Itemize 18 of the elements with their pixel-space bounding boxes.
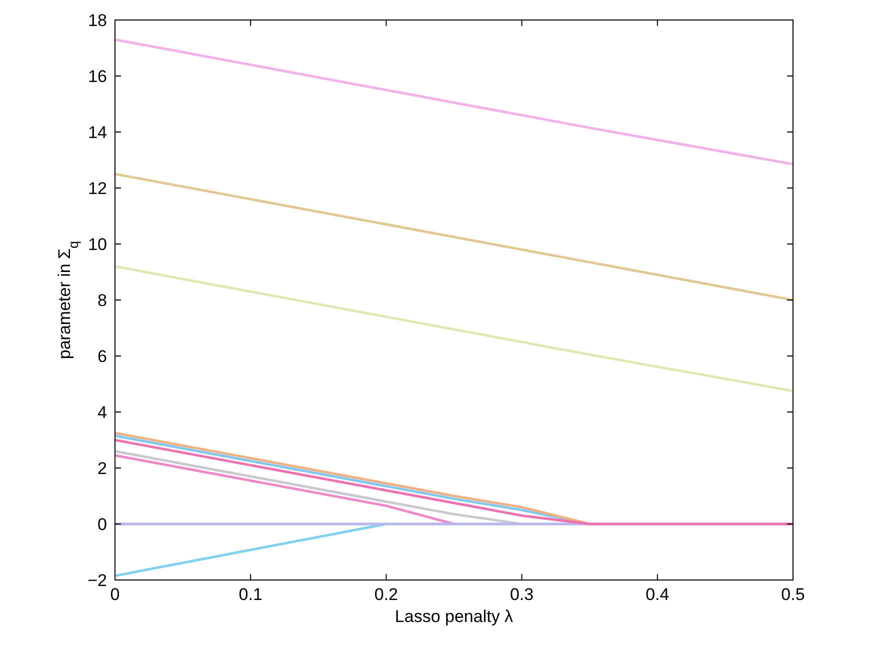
x-tick-label: 0.2 <box>374 585 398 604</box>
x-tick-label: 0.4 <box>646 585 670 604</box>
y-tick-label: 18 <box>88 11 107 30</box>
y-tick-label: 8 <box>98 291 107 310</box>
y-tick-label: 4 <box>98 403 107 422</box>
y-tick-label: 14 <box>88 123 107 142</box>
y-tick-label: −2 <box>88 571 107 590</box>
y-tick-label: 16 <box>88 67 107 86</box>
y-tick-label: 10 <box>88 235 107 254</box>
x-tick-label: 0 <box>110 585 120 604</box>
x-axis-title: Lasso penalty λ <box>394 607 514 626</box>
y-tick-label: 2 <box>98 459 107 478</box>
y-tick-label: 12 <box>88 179 107 198</box>
x-tick-label: 0.1 <box>238 585 262 604</box>
x-tick-label: 0.3 <box>510 585 534 604</box>
x-tick-label: 0.5 <box>781 585 805 604</box>
y-tick-label: 6 <box>98 347 107 366</box>
y-tick-label: 0 <box>98 515 107 534</box>
